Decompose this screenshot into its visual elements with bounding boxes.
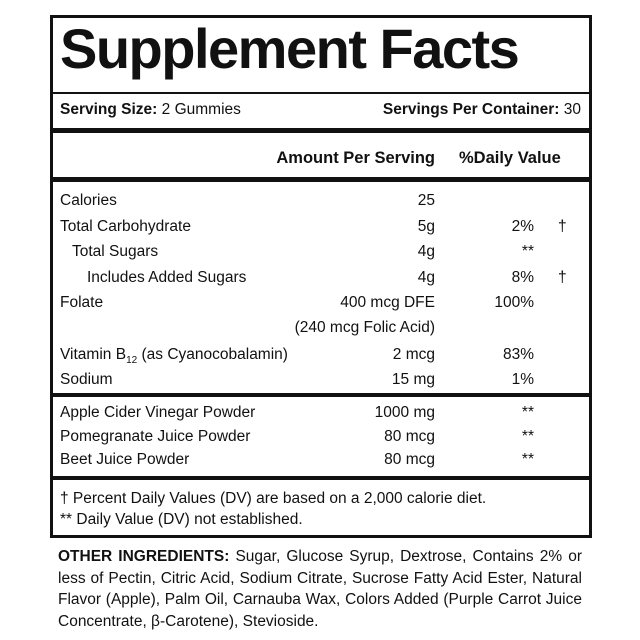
daily-value: ** [521,404,534,421]
nutrient-name: Includes Added Sugars [87,268,246,288]
amount: 4g [417,269,435,286]
nutrient-name: Pomegranate Juice Powder [60,427,250,447]
serving-size-label: Serving Size: [60,101,158,118]
thick-rule [53,476,589,480]
amount: (240 mcg Folic Acid) [294,319,435,336]
daily-value: ** [521,243,534,260]
nutrient-name-text: Total Carbohydrate [60,218,191,235]
servings-per-container: Servings Per Container: 30 [383,100,581,120]
daily-value: 1% [511,371,534,388]
amount: 15 mg [391,371,435,388]
thick-rule [53,128,589,133]
nutrient-name-text: Sodium [60,371,113,388]
other-ingredients: OTHER INGREDIENTS: Sugar, Glucose Syrup,… [58,546,582,632]
amount: 25 [417,192,435,209]
nutrient-name-text: Beet Juice Powder [60,451,190,468]
nutrient-name-text: Includes Added Sugars [87,269,247,286]
thick-rule [53,177,589,182]
nutrient-name-text: Folate [60,294,104,311]
nutrient-name-text: Total Sugars [72,243,159,260]
title: Supplement Facts [60,17,520,80]
amount: 80 mcg [384,451,435,468]
nutrient-name: Sodium [60,370,113,390]
nutrient-name-text: Pomegranate Juice Powder [60,428,251,445]
nutrient-name: Apple Cider Vinegar Powder [60,403,255,423]
footnote: ** Daily Value (DV) not established. [60,511,303,528]
other-ingredients-label: OTHER INGREDIENTS: [58,548,230,565]
dv-header: %Daily Value [459,149,561,167]
daily-value: 83% [502,346,534,363]
footnote: † Percent Daily Values (DV) are based on… [60,490,487,507]
nutrient-name-suffix: (as Cyanocobalamin) [137,346,288,363]
amount: 1000 mg [374,404,435,421]
footnote-symbol: † [558,218,567,235]
footnote-symbol: † [558,269,567,286]
serving-size: Serving Size: 2 Gummies [60,100,241,120]
daily-value: 100% [494,294,534,311]
daily-value: 8% [511,269,534,286]
servings-label: Servings Per Container: [382,101,560,118]
amount-header: Amount Per Serving [276,149,435,167]
amount: 80 mcg [384,428,435,445]
daily-value: ** [521,428,534,445]
nutrient-name: Folate [60,293,103,313]
amount: 4g [417,243,435,260]
nutrient-name: Total Carbohydrate [60,217,191,237]
amount: 5g [417,218,435,235]
nutrient-name-text: Vitamin B [60,346,127,363]
serving-size-value: 2 Gummies [161,101,241,118]
rule [53,92,589,94]
nutrient-name: Calories [60,191,117,211]
daily-value: 2% [511,218,534,235]
nutrient-name: Total Sugars [72,242,158,262]
nutrient-name: Beet Juice Powder [60,450,189,470]
label-box [50,15,592,538]
amount: 2 mcg [392,346,435,363]
subscript: 12 [126,355,138,367]
thick-rule [53,393,589,397]
nutrient-name: Vitamin B12 (as Cyanocobalamin) [60,345,288,371]
amount: 400 mcg DFE [340,294,435,311]
nutrient-name-text: Apple Cider Vinegar Powder [60,404,256,421]
daily-value: ** [521,451,534,468]
nutrient-name-text: Calories [60,192,117,209]
servings-value: 30 [563,101,581,118]
other-ingredients-text: Sugar, Glucose Syrup, Dextrose, Contains… [58,548,582,630]
